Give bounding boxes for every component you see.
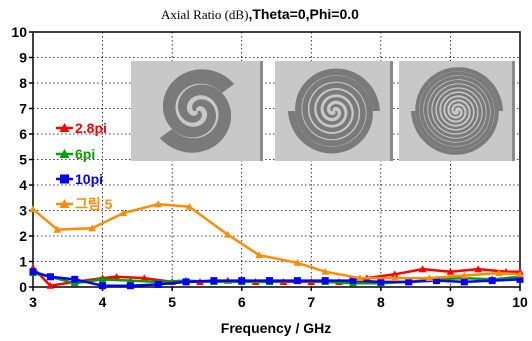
series-2	[29, 268, 524, 290]
inset-shadow	[512, 61, 515, 161]
legend-swatch-marker	[59, 123, 70, 132]
legend-swatch-marker	[59, 199, 70, 208]
data-point	[29, 268, 37, 276]
y-tick-label: 5	[19, 152, 27, 168]
data-point	[99, 282, 107, 290]
inset-shadow	[260, 61, 263, 161]
data-point	[321, 267, 330, 275]
series-3	[29, 200, 524, 282]
data-point	[182, 278, 190, 286]
data-point	[238, 277, 246, 285]
x-axis-label: Frequency / GHz	[221, 320, 331, 336]
data-point	[425, 274, 434, 282]
data-point	[126, 276, 135, 284]
legend-label: 그림 5	[75, 196, 113, 212]
spiral-10pi-inset	[399, 61, 515, 161]
spiral-arm-a	[295, 68, 380, 147]
data-point	[349, 277, 357, 285]
y-tick-label: 10	[11, 24, 27, 40]
chart-title: Axial Ratio (dB),Theta=0,Phi=0.0	[161, 6, 359, 22]
data-point	[29, 205, 37, 213]
x-tick-label: 6	[238, 294, 246, 310]
spiral-6pi-inset	[275, 61, 393, 161]
spiral-arm-a	[159, 84, 232, 153]
data-series	[29, 200, 524, 290]
data-point	[126, 282, 134, 290]
data-point	[266, 277, 274, 285]
tick-labels: 0 1 2 3 4 5 6 7 8 9 10 3 4 5 6 7 8 9 10	[11, 24, 528, 310]
legend-entry: 10pi	[56, 171, 103, 187]
y-tick-label: 8	[19, 75, 27, 91]
legend-label: 10pi	[75, 171, 103, 187]
x-tick-label: 8	[377, 294, 385, 310]
data-point	[390, 270, 399, 278]
data-point	[293, 277, 301, 285]
legend-swatch-marker	[59, 149, 70, 158]
data-point	[53, 225, 62, 233]
data-point	[460, 271, 469, 279]
chart-title-suffix: ,Theta=0,Phi=0.0	[248, 6, 359, 22]
data-point	[516, 275, 524, 283]
data-point	[112, 272, 121, 280]
data-point	[210, 277, 218, 285]
data-point	[460, 278, 468, 286]
data-point	[474, 265, 483, 273]
data-point	[495, 269, 503, 277]
x-tick-label: 3	[29, 294, 37, 310]
spiral-arm-b	[162, 69, 235, 138]
spiral-2.8pi-inset	[131, 61, 263, 161]
inset-shadow	[390, 61, 393, 161]
spiral-arm-b	[288, 75, 373, 154]
legend-entry: 2.8pi	[56, 120, 107, 136]
data-point	[154, 280, 162, 288]
legend-swatch-marker	[60, 174, 69, 184]
y-tick-label: 3	[19, 203, 27, 219]
spiral-arm-b	[411, 71, 499, 155]
data-point	[140, 274, 149, 282]
legend-label: 6pi	[75, 146, 95, 162]
data-point	[46, 281, 55, 289]
x-tick-label: 10	[512, 294, 528, 310]
data-point	[377, 278, 385, 286]
x-tick-label: 9	[447, 294, 455, 310]
data-point	[255, 251, 263, 259]
series-line	[32, 202, 521, 280]
data-point	[46, 273, 54, 281]
y-tick-label: 0	[19, 279, 27, 295]
data-point	[293, 258, 302, 266]
data-point	[405, 278, 413, 286]
chart-title-prefix: Axial Ratio (dB)	[161, 7, 248, 22]
data-point	[71, 275, 79, 283]
data-point	[446, 267, 455, 275]
data-point	[88, 224, 96, 232]
data-point	[488, 277, 496, 285]
x-tick-label: 4	[99, 294, 107, 310]
legend-entry: 그림 5	[56, 196, 113, 212]
spiral-insets	[131, 61, 515, 161]
data-point	[516, 270, 524, 278]
data-point	[321, 277, 329, 285]
x-tick-label: 5	[168, 294, 176, 310]
y-tick-label: 1	[19, 254, 27, 270]
y-tick-label: 2	[19, 228, 27, 244]
legend-label: 2.8pi	[75, 120, 107, 136]
data-point	[356, 274, 364, 282]
y-tick-label: 6	[19, 126, 27, 142]
y-tick-label: 9	[19, 50, 27, 66]
spiral-arm-a	[415, 67, 503, 151]
data-point	[390, 274, 399, 282]
data-point	[98, 275, 107, 283]
data-point	[185, 202, 194, 210]
y-tick-label: 7	[19, 101, 27, 117]
legend-entry: 6pi	[56, 146, 95, 162]
x-tick-label: 7	[307, 294, 315, 310]
data-point	[223, 230, 232, 238]
legend: 2.8pi 6pi 10pi 그림 5	[56, 120, 113, 212]
data-point	[418, 265, 427, 273]
data-point	[433, 277, 441, 285]
data-point	[119, 209, 128, 217]
y-tick-label: 4	[19, 177, 27, 193]
data-point	[154, 200, 163, 208]
